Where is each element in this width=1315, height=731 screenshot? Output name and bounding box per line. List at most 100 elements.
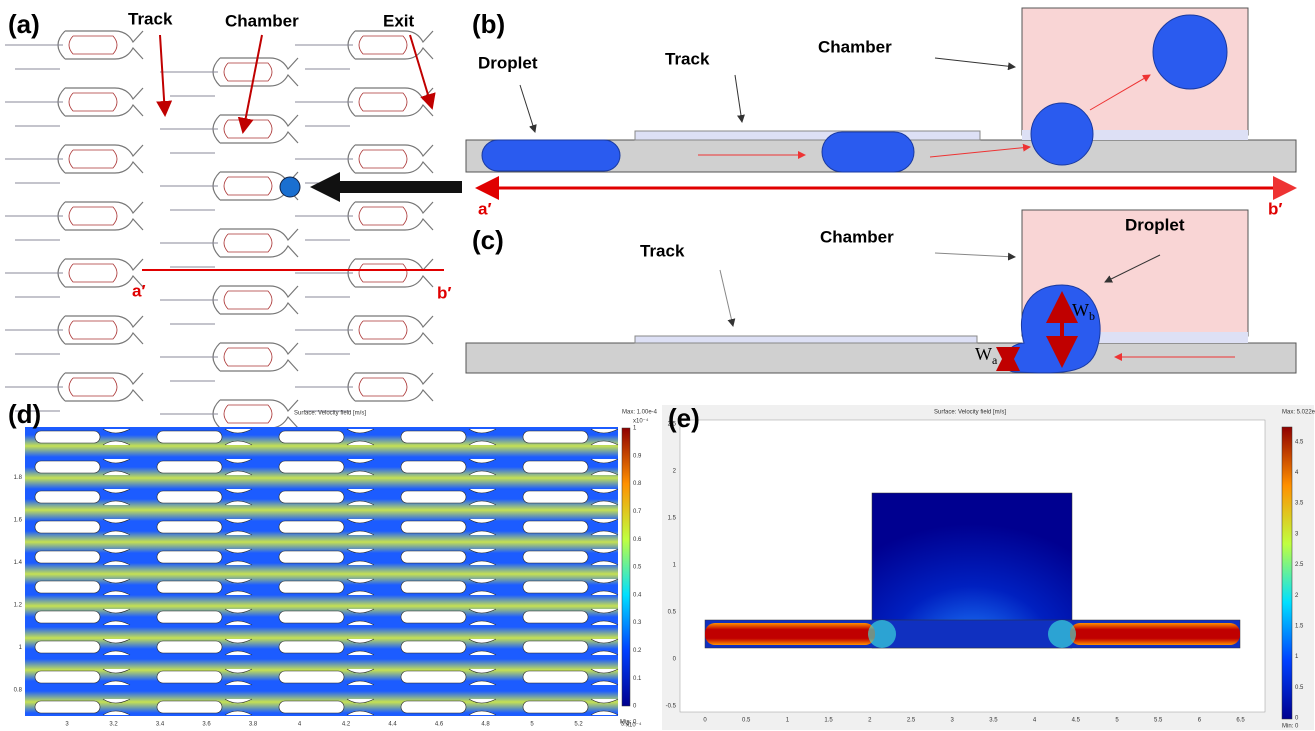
colorbar-tick: 1: [1295, 654, 1299, 660]
colorbar-tick: 0.3: [633, 620, 642, 626]
label: Wa: [975, 344, 998, 367]
chamber: [522, 610, 589, 624]
y-tick-label: 2: [673, 469, 677, 475]
y-tick-label: 1: [19, 645, 23, 651]
chamber-outline: [347, 201, 434, 231]
pointer: [1104, 254, 1161, 283]
plot-title: Surface: Velocity field [m/s]: [294, 411, 366, 417]
x-tick-label: 4.4: [388, 722, 397, 728]
exit: [102, 608, 131, 626]
chamber: [156, 670, 223, 684]
x-tick-label: 5.5: [1154, 718, 1163, 724]
exit: [468, 458, 497, 476]
track-strip: [634, 130, 981, 141]
panel-label: (b): [472, 9, 505, 39]
exit: [224, 668, 253, 686]
colorbar-tick: 3.5: [1295, 501, 1304, 507]
colorbar-min: Min: 0: [1282, 724, 1299, 730]
exit: [224, 518, 253, 536]
chamber: [522, 430, 589, 444]
chamber: [400, 490, 467, 504]
chamber: [400, 640, 467, 654]
chamber: [156, 580, 223, 594]
chamber: [278, 490, 345, 504]
pointer: [519, 84, 537, 133]
x-tick-label: 4: [1033, 718, 1037, 724]
chamber: [34, 700, 101, 714]
y-tick-label: 1.4: [14, 560, 23, 566]
exit: [590, 638, 619, 656]
panel-c: (c) Track Chamber Droplet Wa Wb: [465, 209, 1297, 374]
x-tick-label: 3: [65, 722, 69, 728]
droplet: [1152, 14, 1228, 90]
chamber: [34, 610, 101, 624]
exit: [102, 638, 131, 656]
exit: [102, 458, 131, 476]
track-jet: [1070, 623, 1240, 645]
exit: [224, 578, 253, 596]
glow: [1048, 620, 1076, 648]
chamber-outline: [347, 372, 434, 402]
chamber: [34, 550, 101, 564]
exit: [224, 698, 253, 716]
chamber: [400, 460, 467, 474]
colorbar-tick: 1.5: [1295, 623, 1304, 629]
label: Chamber: [820, 227, 894, 246]
chamber-inner: [68, 149, 118, 169]
chamber: [278, 550, 345, 564]
chamber: [278, 520, 345, 534]
colorbar-tick: 3: [1295, 531, 1299, 537]
colorbar-tick: 0.6: [633, 537, 642, 543]
colorbar-tick: 0.4: [633, 592, 642, 598]
chamber-outline: [347, 87, 434, 117]
y-tick-label: 1.8: [14, 475, 23, 481]
exit: [468, 548, 497, 566]
chamber: [34, 430, 101, 444]
chamber: [156, 490, 223, 504]
y-tick-label: 1: [673, 563, 677, 569]
exit: [468, 608, 497, 626]
substrate: [465, 342, 1297, 374]
exit: [590, 548, 619, 566]
chamber-inner: [223, 62, 273, 82]
x-tick-label: 4.2: [342, 722, 351, 728]
droplet: [821, 131, 915, 173]
chamber-inner: [358, 206, 408, 226]
droplet: [481, 139, 621, 172]
exit: [590, 608, 619, 626]
exit: [346, 638, 375, 656]
droplet: [1004, 284, 1101, 374]
y-tick-label: 2.5: [668, 422, 677, 428]
exit: [590, 668, 619, 686]
exit: [102, 518, 131, 536]
exit: [590, 578, 619, 596]
colorbar-tick: 0.9: [633, 453, 642, 459]
chamber: [278, 430, 345, 444]
exit: [102, 698, 131, 716]
label: Exit: [383, 11, 415, 30]
chamber-inner: [358, 149, 408, 169]
panel-b: (b) Droplet Track Chamber a′ b′: [465, 7, 1297, 218]
panel-label: (a): [8, 9, 40, 39]
chamber: [278, 580, 345, 594]
colorbar-tick: 0: [1295, 716, 1299, 722]
panel-d: 3 3.2 3.4 3.6 3.8 4 4.2 4.4 4.6 4.8 5 5.2 5.4x10⁻⁴0.…: [8, 399, 658, 729]
y-tick-label: 1.6: [14, 518, 23, 524]
pointer: [934, 252, 1016, 261]
exit: [346, 488, 375, 506]
chamber-inner: [223, 233, 273, 253]
colorbar-tick: 0: [633, 704, 637, 710]
chamber: [278, 700, 345, 714]
chamber: [156, 610, 223, 624]
x-tick-label: 5.2: [574, 722, 583, 728]
pointer: [237, 34, 263, 134]
label: b′: [437, 283, 451, 302]
x-tick-label: 3.4: [156, 722, 165, 728]
colorbar-tick: 0.2: [633, 648, 642, 654]
axis-unit: x10⁻⁴: [626, 722, 642, 729]
chamber: [156, 550, 223, 564]
pointer: [934, 57, 1016, 71]
chamber-outline: [57, 144, 144, 174]
chamber: [156, 640, 223, 654]
label: Droplet: [478, 53, 538, 72]
